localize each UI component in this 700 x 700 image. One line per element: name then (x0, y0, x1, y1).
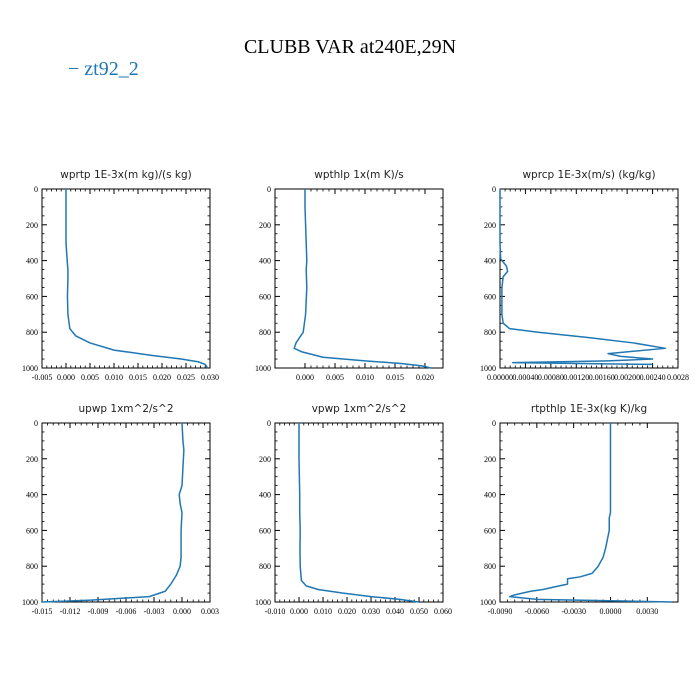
series-line-zt92_2 (41, 422, 185, 603)
x-tick-label: 0.00240 (640, 373, 666, 382)
x-tick-label: 0.010 (105, 373, 123, 382)
series-line-zt92_2 (298, 423, 420, 603)
x-tick-label: 0.00160 (589, 373, 615, 382)
x-tick-label: 0.010 (356, 373, 374, 382)
x-tick-label: 0.00120 (563, 373, 589, 382)
x-tick-label: 0.025 (177, 373, 195, 382)
y-tick-label: 800 (26, 328, 38, 337)
x-tick-label: -0.010 (265, 607, 286, 616)
panel-title: wprcp 1E-3x(m/s) (kg/kg) (522, 169, 655, 181)
x-tick-label: 0.00000 (487, 373, 513, 382)
x-tick-label: 0.0030 (636, 607, 658, 616)
y-tick-label: 400 (26, 257, 38, 266)
plot-frame (274, 188, 444, 369)
x-tick-label: -0.0060 (524, 607, 549, 616)
y-tick-label: 800 (26, 562, 38, 571)
panel-title: rtpthlp 1E-3x(kg K)/kg (531, 403, 647, 415)
series-line-zt92_2 (65, 189, 209, 369)
y-tick-label: 0 (492, 185, 496, 194)
x-tick-label: 0.020 (338, 607, 356, 616)
y-tick-label: 400 (484, 491, 496, 500)
x-tick-label: 0.0000 (599, 607, 621, 616)
x-tick-label: -0.003 (144, 607, 165, 616)
y-tick-label: 600 (26, 526, 38, 535)
y-tick-label: 0 (267, 419, 271, 428)
y-tick-label: 800 (484, 328, 496, 337)
y-tick-label: 200 (26, 221, 38, 230)
plot-frame (499, 188, 679, 369)
y-tick-label: 1000 (255, 598, 271, 607)
legend: − zt92_2 (68, 58, 139, 81)
x-tick-label: -0.0030 (561, 607, 586, 616)
plot-frame (499, 422, 679, 603)
series-line-zt92_2 (499, 189, 667, 366)
y-tick-label: 800 (484, 562, 496, 571)
x-tick-label: 0.005 (326, 373, 344, 382)
x-tick-label: 0.030 (201, 373, 219, 382)
y-tick-label: 0 (492, 419, 496, 428)
x-tick-label: 0.000 (173, 607, 191, 616)
x-tick-label: -0.006 (116, 607, 137, 616)
legend-label: zt92_2 (84, 58, 139, 80)
legend-dash: − (68, 58, 85, 80)
plot-frame (41, 422, 211, 603)
y-tick-label: 600 (259, 292, 271, 301)
x-tick-label: -0.012 (60, 607, 81, 616)
series-line-zt92_2 (293, 189, 432, 369)
y-tick-label: 1000 (22, 364, 38, 373)
y-tick-label: 0 (267, 185, 271, 194)
panel-title: wpthlp 1x(m K)/s (314, 169, 404, 181)
y-tick-label: 1000 (255, 364, 271, 373)
x-tick-label: 0.003 (201, 607, 219, 616)
x-tick-label: 0.030 (362, 607, 380, 616)
x-tick-label: 0.00080 (538, 373, 564, 382)
y-tick-label: 800 (259, 562, 271, 571)
y-tick-label: 1000 (480, 364, 496, 373)
x-tick-label: 0.020 (153, 373, 171, 382)
y-tick-label: 600 (484, 526, 496, 535)
series-line-zt92_2 (509, 423, 672, 603)
y-tick-label: 200 (26, 455, 38, 464)
y-tick-label: 200 (484, 221, 496, 230)
x-tick-label: 0.000 (290, 607, 308, 616)
x-tick-label: -0.009 (88, 607, 109, 616)
x-tick-label: 0.040 (386, 607, 404, 616)
y-tick-label: 200 (484, 455, 496, 464)
x-tick-label: -0.0090 (488, 607, 513, 616)
x-tick-label: 0.010 (314, 607, 332, 616)
x-tick-label: -0.015 (32, 607, 53, 616)
y-tick-label: 400 (26, 491, 38, 500)
panel-title: vpwp 1xm^2/s^2 (312, 403, 407, 415)
y-tick-label: 600 (26, 292, 38, 301)
y-tick-label: 200 (259, 221, 271, 230)
x-tick-label: 0.000 (296, 373, 314, 382)
x-tick-label: 0.000 (57, 373, 75, 382)
y-tick-label: 200 (259, 455, 271, 464)
y-tick-label: 600 (259, 526, 271, 535)
x-tick-label: 0.00040 (512, 373, 538, 382)
x-tick-label: 0.0028 (667, 373, 689, 382)
x-tick-label: -0.005 (32, 373, 53, 382)
x-tick-label: 0.060 (434, 607, 452, 616)
y-tick-label: 1000 (22, 598, 38, 607)
x-tick-label: 0.00200 (614, 373, 640, 382)
y-tick-label: 400 (259, 491, 271, 500)
x-tick-label: 0.015 (386, 373, 404, 382)
chart-title: CLUBB VAR at240E,29N (243, 36, 457, 58)
y-tick-label: 800 (259, 328, 271, 337)
y-tick-label: 400 (259, 257, 271, 266)
x-tick-label: 0.050 (410, 607, 428, 616)
y-tick-label: 600 (484, 292, 496, 301)
x-tick-label: 0.005 (81, 373, 99, 382)
x-tick-label: 0.020 (416, 373, 434, 382)
y-tick-label: 0 (34, 419, 38, 428)
y-tick-label: 400 (484, 257, 496, 266)
y-tick-label: 1000 (480, 598, 496, 607)
panel-title: wprtp 1E-3x(m kg)/(s kg) (60, 169, 191, 181)
panel-title: upwp 1xm^2/s^2 (79, 403, 174, 415)
y-tick-label: 0 (34, 185, 38, 194)
x-tick-label: 0.015 (129, 373, 147, 382)
